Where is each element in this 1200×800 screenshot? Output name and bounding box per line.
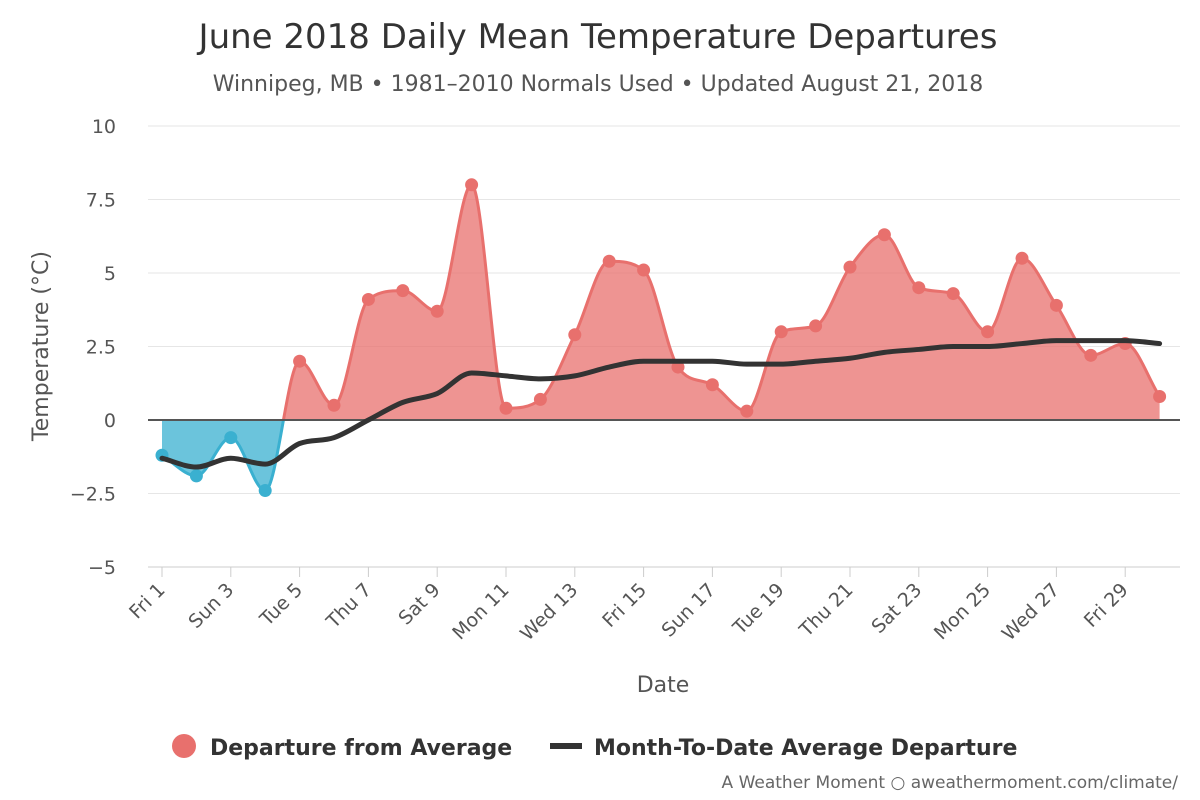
x-tick-label: Fri 29 [1080, 579, 1133, 632]
x-tick-label: Tue 5 [255, 579, 307, 631]
average-departure-line [159, 338, 1163, 470]
departure-point [1084, 348, 1098, 362]
chart-subtitle: Winnipeg, MB • 1981–2010 Normals Used • … [213, 72, 984, 97]
x-tick-label: Fri 1 [125, 579, 169, 623]
departure-point [568, 328, 582, 342]
x-tick-label: Sat 23 [867, 579, 926, 638]
y-tick-label: 7.5 [86, 190, 116, 212]
x-tick-label: Mon 25 [930, 579, 995, 644]
departure-point [430, 304, 444, 318]
departure-point [361, 292, 375, 306]
departure-point [465, 178, 479, 192]
departure-point [843, 260, 857, 274]
departure-area-layer [161, 183, 1161, 493]
legend-departure-label: Departure from Average [210, 736, 512, 761]
legend-departure-marker [172, 734, 196, 758]
legend-item-average[interactable]: Month-To-Date Average Departure [550, 736, 1017, 761]
x-tick-label: Wed 13 [516, 579, 582, 645]
x-tick-label: Mon 11 [448, 579, 513, 644]
departure-point [499, 401, 513, 415]
y-tick-label: 2.5 [86, 337, 116, 359]
x-axis-title: Date [637, 673, 690, 698]
departure-point [1015, 251, 1029, 265]
y-tick-label: 5 [104, 263, 116, 285]
departure-point [396, 284, 410, 298]
legend: Departure from Average Month-To-Date Ave… [172, 734, 1017, 761]
x-tick-label: Thu 21 [795, 579, 858, 642]
departure-point [327, 398, 341, 412]
positive-departure-group [162, 183, 1161, 420]
departure-point [671, 360, 685, 374]
y-tick-label: 10 [92, 116, 116, 138]
x-axis-ticks: Fri 1 Sun 3 Tue 5 Thu 7 Sat 9 Mon 11 Wed 13 Fri… [125, 566, 1180, 645]
departure-point [912, 281, 926, 295]
departure-point [705, 378, 719, 392]
legend-item-departure[interactable]: Departure from Average [172, 734, 512, 761]
y-tick-label: −2.5 [70, 484, 116, 506]
y-tick-label: 0 [104, 410, 116, 432]
departure-point [981, 325, 995, 339]
y-axis-title: Temperature (°C) [29, 251, 54, 442]
departure-point [293, 354, 307, 368]
departure-point [637, 263, 651, 277]
average-line-layer [159, 338, 1163, 470]
x-tick-label: Sun 3 [184, 579, 238, 633]
departure-point [1153, 389, 1167, 403]
departure-point [740, 404, 754, 418]
departure-point [946, 287, 960, 301]
departure-point [774, 325, 788, 339]
credit-text: A Weather Moment ○ aweathermoment.com/cl… [722, 773, 1179, 793]
chart-title: June 2018 Daily Mean Temperature Departu… [197, 17, 998, 57]
departure-points-layer [155, 178, 1167, 498]
departure-point [602, 254, 616, 268]
departure-point [224, 431, 238, 445]
departure-point [258, 484, 272, 498]
departure-point [189, 469, 203, 483]
departure-point [809, 319, 823, 333]
y-tick-label: −5 [88, 557, 116, 579]
x-tick-label: Thu 7 [322, 579, 376, 633]
x-tick-label: Wed 27 [998, 579, 1064, 645]
x-tick-label: Fri 15 [598, 579, 651, 632]
x-tick-label: Sun 17 [657, 579, 719, 641]
negative-departure-group [161, 420, 1160, 493]
departure-point [533, 392, 547, 406]
departure-point [1049, 298, 1063, 312]
positive-departure-area [162, 184, 1160, 420]
y-axis-ticks: −5 −2.5 0 2.5 5 7.5 10 [70, 116, 116, 579]
negative-departure-area [162, 420, 1160, 491]
legend-average-label: Month-To-Date Average Departure [594, 736, 1017, 761]
x-tick-label: Sat 9 [394, 579, 444, 629]
departure-point [877, 228, 891, 242]
x-tick-label: Tue 19 [728, 579, 789, 640]
